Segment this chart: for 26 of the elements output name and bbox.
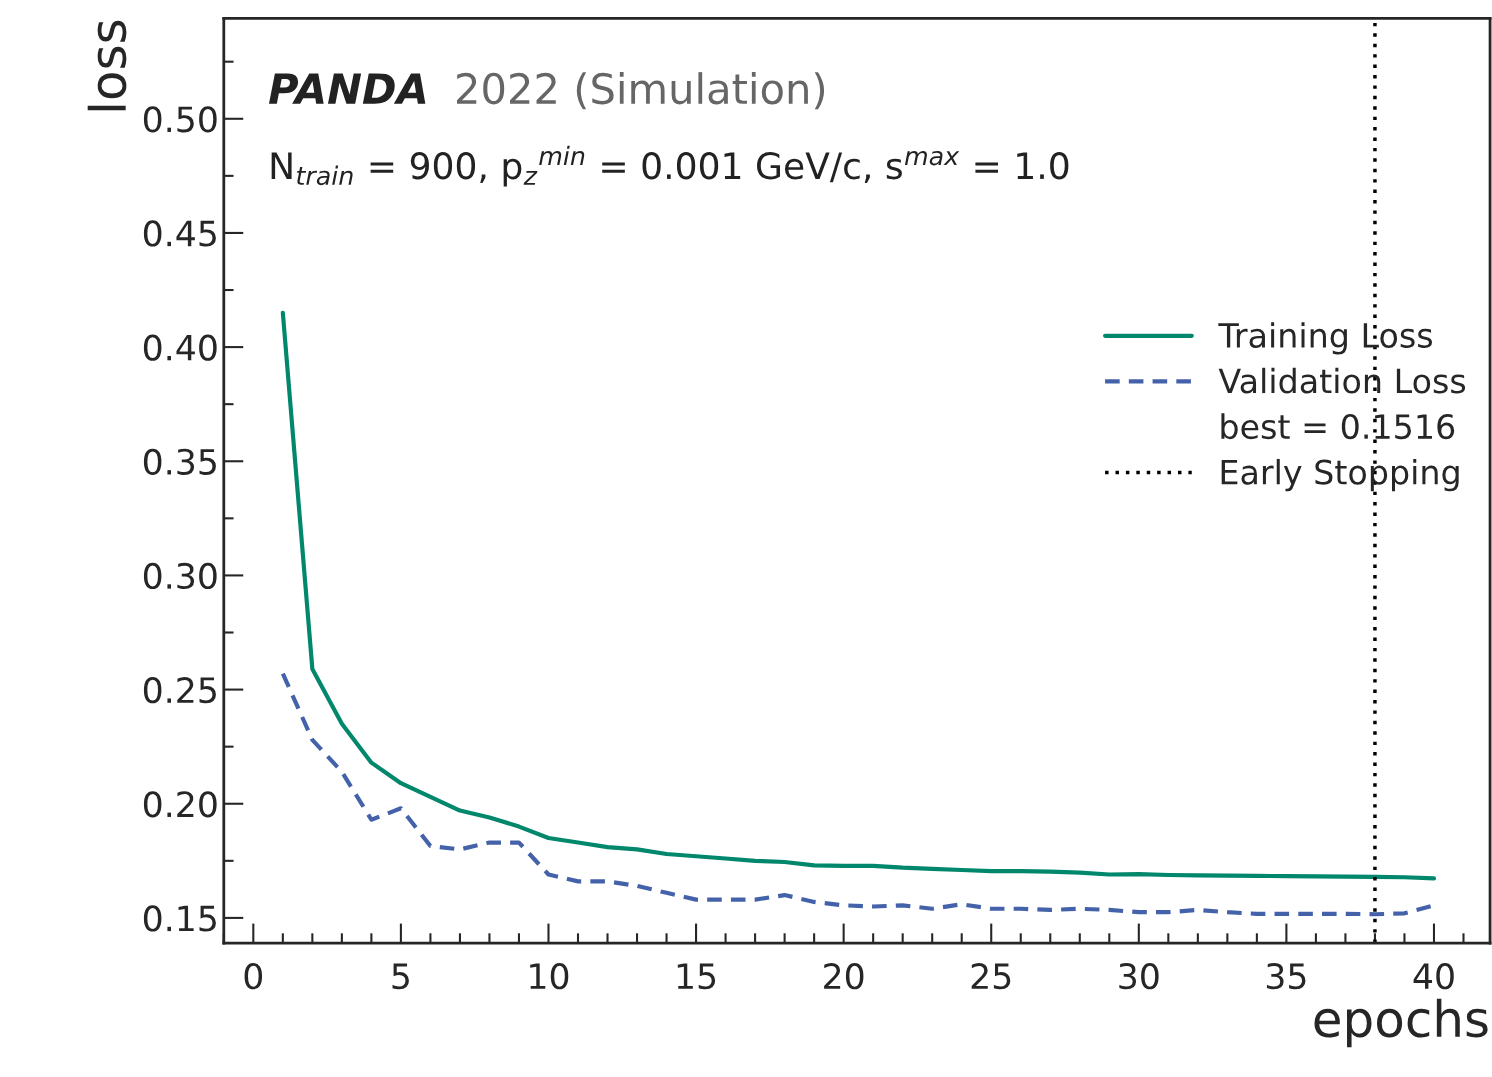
x-tick-label: 0 <box>244 963 263 990</box>
annotation: best = 0.1516 <box>1221 413 1455 440</box>
y-tick-label: 0.30 <box>143 562 217 590</box>
legend-label: Training Loss <box>1218 322 1433 355</box>
y-tick-label: 0.40 <box>143 334 217 361</box>
x-tick-label: 20 <box>824 963 864 990</box>
y-tick-label: 0.35 <box>143 448 216 475</box>
y-tick-label: 0.20 <box>143 791 217 818</box>
annotation: N$_{train}$ = 900, p$_{z}$$^{min}$ = 0.001 GeV/c, s$^{max}$ = 1.0 <box>271 145 1069 187</box>
legend-label: Validation Loss <box>1218 367 1466 394</box>
text: 2022 (Simulation) <box>457 72 825 110</box>
x-tick-label: 5 <box>392 963 409 990</box>
y-tick-label: 0.15 <box>143 905 216 932</box>
x-tick-label: 30 <box>1119 963 1159 990</box>
ref-line-label: Early Stopping <box>1221 458 1459 492</box>
x-tick-label: 15 <box>677 963 716 990</box>
text: PANDA <box>268 73 426 104</box>
y-axis-title: loss <box>87 20 127 111</box>
y-tick-label: 0.50 <box>143 106 217 133</box>
y-tick-label: 0.25 <box>143 677 216 704</box>
y-tick-label: 0.45 <box>143 220 216 247</box>
x-tick-label: 35 <box>1266 963 1306 990</box>
x-axis-title: epochs <box>1314 998 1488 1048</box>
x-tick-label: 40 <box>1413 963 1454 990</box>
x-tick-label: 10 <box>530 963 569 990</box>
x-tick-label: 25 <box>971 963 1011 990</box>
